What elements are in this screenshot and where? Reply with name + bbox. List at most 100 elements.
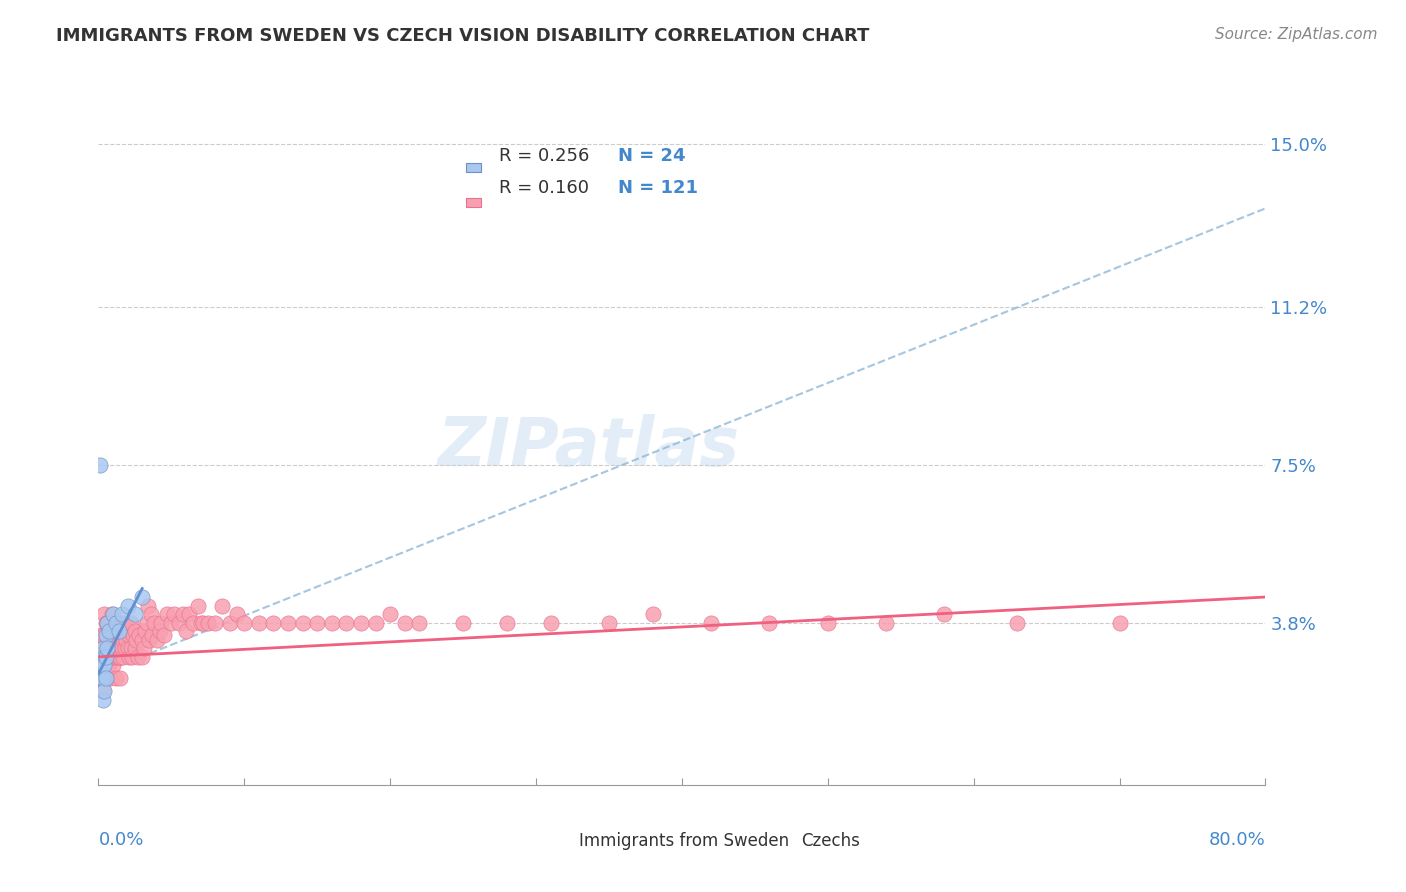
Czechs [94,641,117,656]
Czechs [114,624,136,639]
Czechs [451,615,474,630]
Immigrants from Sweden [111,607,134,621]
Immigrants from Sweden [91,658,114,673]
FancyBboxPatch shape [541,833,571,848]
Czechs [93,607,115,621]
Czechs [104,615,127,630]
Czechs [110,628,132,642]
Czechs [641,607,664,621]
Czechs [380,607,402,621]
Immigrants from Sweden [104,615,127,630]
Immigrants from Sweden [93,684,115,698]
Czechs [118,649,141,664]
Czechs [139,607,162,621]
Czechs [135,615,157,630]
Immigrants from Sweden [94,649,117,664]
Text: R = 0.256: R = 0.256 [499,147,589,165]
Czechs [598,615,620,630]
Czechs [408,615,430,630]
Immigrants from Sweden [91,641,114,656]
Czechs [98,649,121,664]
Czechs [127,649,149,664]
Czechs [350,615,373,630]
Text: N = 24: N = 24 [617,147,685,165]
Immigrants from Sweden [97,624,120,639]
Czechs [104,624,127,639]
Czechs [226,607,249,621]
Text: R = 0.160: R = 0.160 [499,179,589,197]
Czechs [90,628,112,642]
Immigrants from Sweden [117,599,139,613]
Immigrants from Sweden [93,658,115,673]
Czechs [146,632,169,647]
Czechs [108,649,131,664]
Czechs [153,628,176,642]
Czechs [94,671,117,685]
Czechs [160,615,183,630]
Immigrants from Sweden [101,607,124,621]
Czechs [115,632,138,647]
Czechs [197,615,219,630]
FancyBboxPatch shape [465,198,481,207]
Czechs [291,615,314,630]
Czechs [540,615,562,630]
Czechs [141,628,163,642]
Czechs [218,615,240,630]
Text: Source: ZipAtlas.com: Source: ZipAtlas.com [1215,27,1378,42]
Czechs [118,628,141,642]
Czechs [875,615,897,630]
Czechs [335,615,357,630]
Czechs [163,607,186,621]
Czechs [758,615,780,630]
Immigrants from Sweden [96,615,118,630]
Czechs [101,628,124,642]
Czechs [262,615,284,630]
Text: 0.0%: 0.0% [98,830,143,849]
Immigrants from Sweden [94,671,117,685]
Czechs [93,628,115,642]
Czechs [172,607,194,621]
Czechs [156,607,179,621]
Czechs [204,615,226,630]
Czechs [101,641,124,656]
FancyBboxPatch shape [465,162,481,172]
Czechs [120,641,142,656]
Czechs [233,615,256,630]
Czechs [98,671,121,685]
Czechs [89,649,111,664]
Czechs [101,658,124,673]
Czechs [128,628,150,642]
Czechs [131,649,153,664]
Czechs [101,624,124,639]
Czechs [111,641,134,656]
Czechs [96,649,118,664]
Czechs [117,641,139,656]
Czechs [97,658,120,673]
Czechs [97,641,120,656]
Immigrants from Sweden [96,641,118,656]
Czechs [100,649,122,664]
FancyBboxPatch shape [763,833,793,848]
Czechs [100,628,122,642]
Czechs [124,624,146,639]
Czechs [97,624,120,639]
Czechs [104,641,127,656]
Czechs [103,649,125,664]
Czechs [105,649,128,664]
Czechs [112,649,135,664]
Immigrants from Sweden [90,671,112,685]
Czechs [93,649,115,664]
Czechs [187,599,209,613]
Immigrants from Sweden [94,628,117,642]
Czechs [177,607,200,621]
Czechs [94,658,117,673]
Czechs [132,641,155,656]
Czechs [91,658,114,673]
Text: IMMIGRANTS FROM SWEDEN VS CZECH VISION DISABILITY CORRELATION CHART: IMMIGRANTS FROM SWEDEN VS CZECH VISION D… [56,27,870,45]
Text: Czechs: Czechs [801,831,860,849]
Czechs [190,615,212,630]
Czechs [167,615,190,630]
Text: 80.0%: 80.0% [1209,830,1265,849]
Czechs [120,615,142,630]
Czechs [111,615,134,630]
